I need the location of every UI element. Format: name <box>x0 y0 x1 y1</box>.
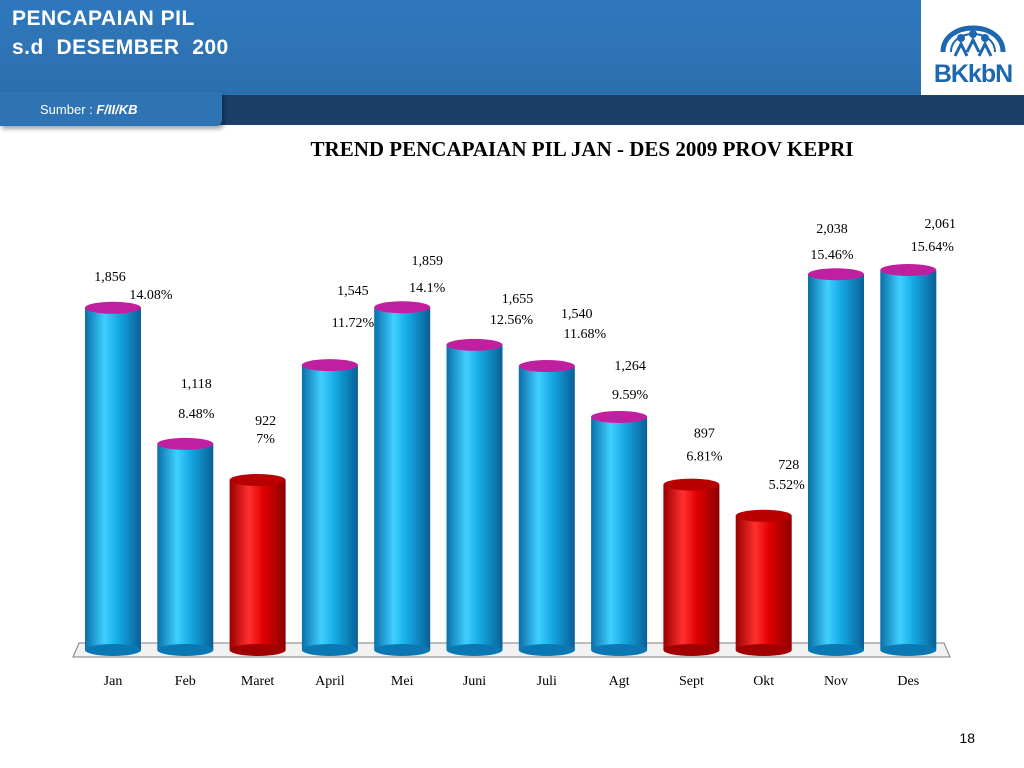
bar-cap <box>808 268 864 281</box>
bar-body <box>229 480 286 650</box>
value-label: 1,859 <box>411 254 443 269</box>
bkkbn-logo: BKkbN <box>921 0 1024 95</box>
bar-body <box>735 515 792 650</box>
value-label: 2,038 <box>816 222 848 237</box>
bar-cap <box>880 264 937 276</box>
bar-juli <box>518 360 575 656</box>
value-label: 1,655 <box>502 292 534 307</box>
bar-jan <box>85 301 141 656</box>
value-label: 1,540 <box>561 307 593 322</box>
bar-body <box>374 307 431 650</box>
bar-cap <box>446 338 503 351</box>
x-tick-label: April <box>315 674 345 689</box>
bar-cap <box>301 359 358 372</box>
bar-des <box>880 264 937 656</box>
bar-base <box>880 644 937 656</box>
value-label: 2,061 <box>925 217 957 232</box>
bar-body <box>591 416 648 650</box>
x-tick-label: Sept <box>679 674 704 689</box>
bar-nov <box>808 268 864 656</box>
percent-label: 11.68% <box>563 327 606 342</box>
family-logo-icon <box>940 25 1006 57</box>
x-tick-label: Mei <box>391 674 414 689</box>
page-number: 18 <box>959 730 975 746</box>
bar-body <box>446 344 503 650</box>
bar-base <box>446 644 503 656</box>
x-tick-label: Agt <box>609 674 630 689</box>
logo-wordmark: BKkbN <box>933 60 1013 88</box>
bar-base <box>518 644 575 656</box>
bar-cap <box>374 301 431 314</box>
bar-body <box>157 443 214 650</box>
bar-mei <box>374 301 431 656</box>
bar-maret <box>229 474 286 656</box>
bar-cap <box>157 437 214 450</box>
value-label: 897 <box>694 427 715 442</box>
bar-juni <box>446 338 503 656</box>
value-label: 1,264 <box>614 359 646 374</box>
bar-body <box>518 366 575 650</box>
bar-agt <box>591 410 648 656</box>
source-value: F/II/KB <box>96 102 138 117</box>
value-label: 1,856 <box>94 270 126 285</box>
source-tab <box>0 92 222 126</box>
bar-body <box>85 307 141 650</box>
x-tick-label: Okt <box>753 674 774 689</box>
value-label: 1,118 <box>181 377 212 392</box>
bar-sept <box>663 478 720 656</box>
x-tick-label: Nov <box>824 674 848 689</box>
bar-cap <box>663 478 720 491</box>
x-tick-label: Jan <box>104 674 123 689</box>
bar-base <box>157 644 214 656</box>
bar-cap <box>735 509 792 522</box>
bar-base <box>663 644 720 656</box>
x-tick-label: Juni <box>463 674 486 689</box>
bar-feb <box>157 437 214 656</box>
header-bar <box>0 0 1024 95</box>
chart-title: TREND PENCAPAIAN PIL JAN - DES 2009 PROV… <box>310 137 854 161</box>
x-tick-label: Juli <box>537 674 557 689</box>
bar-base <box>591 644 648 656</box>
percent-label: 15.64% <box>911 240 955 255</box>
bar-cap <box>591 410 648 423</box>
bar-body <box>301 365 358 650</box>
bar-base <box>229 644 286 656</box>
percent-label: 12.56% <box>490 313 534 328</box>
bar-base <box>301 644 358 656</box>
percent-label: 6.81% <box>686 450 723 465</box>
bar-cap <box>518 360 575 373</box>
bar-base <box>85 644 141 656</box>
percent-label: 11.72% <box>332 316 375 331</box>
percent-label: 8.48% <box>178 407 215 422</box>
percent-label: 7% <box>256 432 275 447</box>
percent-label: 9.59% <box>612 388 649 403</box>
value-label: 922 <box>255 414 276 429</box>
percent-label: 14.08% <box>129 288 173 303</box>
percent-label: 15.46% <box>810 248 854 263</box>
slide-title-line-1: PENCAPAIAN PIL <box>12 7 195 30</box>
bar-base <box>735 644 792 656</box>
x-tick-label: Des <box>897 674 919 689</box>
bar-body <box>880 270 937 650</box>
x-tick-label: Feb <box>175 674 196 689</box>
percent-label: 14.1% <box>409 281 446 296</box>
slide-title-line-2: s.d DESEMBER 200 <box>12 36 229 59</box>
bar-cap <box>85 301 141 314</box>
percent-label: 5.52% <box>769 478 806 493</box>
chart-floor <box>72 642 951 658</box>
bar-body <box>808 274 864 650</box>
x-tick-label: Maret <box>241 674 275 689</box>
bar-cap <box>229 474 286 487</box>
value-label: 1,545 <box>337 284 369 299</box>
bar-april <box>301 359 358 656</box>
bar-base <box>374 644 431 656</box>
bar-base <box>808 644 864 656</box>
bar-body <box>663 484 720 650</box>
source-label: Sumber : F/II/KB <box>40 102 138 117</box>
source-prefix: Sumber : <box>40 102 97 117</box>
bar-okt <box>735 509 792 656</box>
value-label: 728 <box>778 458 799 473</box>
